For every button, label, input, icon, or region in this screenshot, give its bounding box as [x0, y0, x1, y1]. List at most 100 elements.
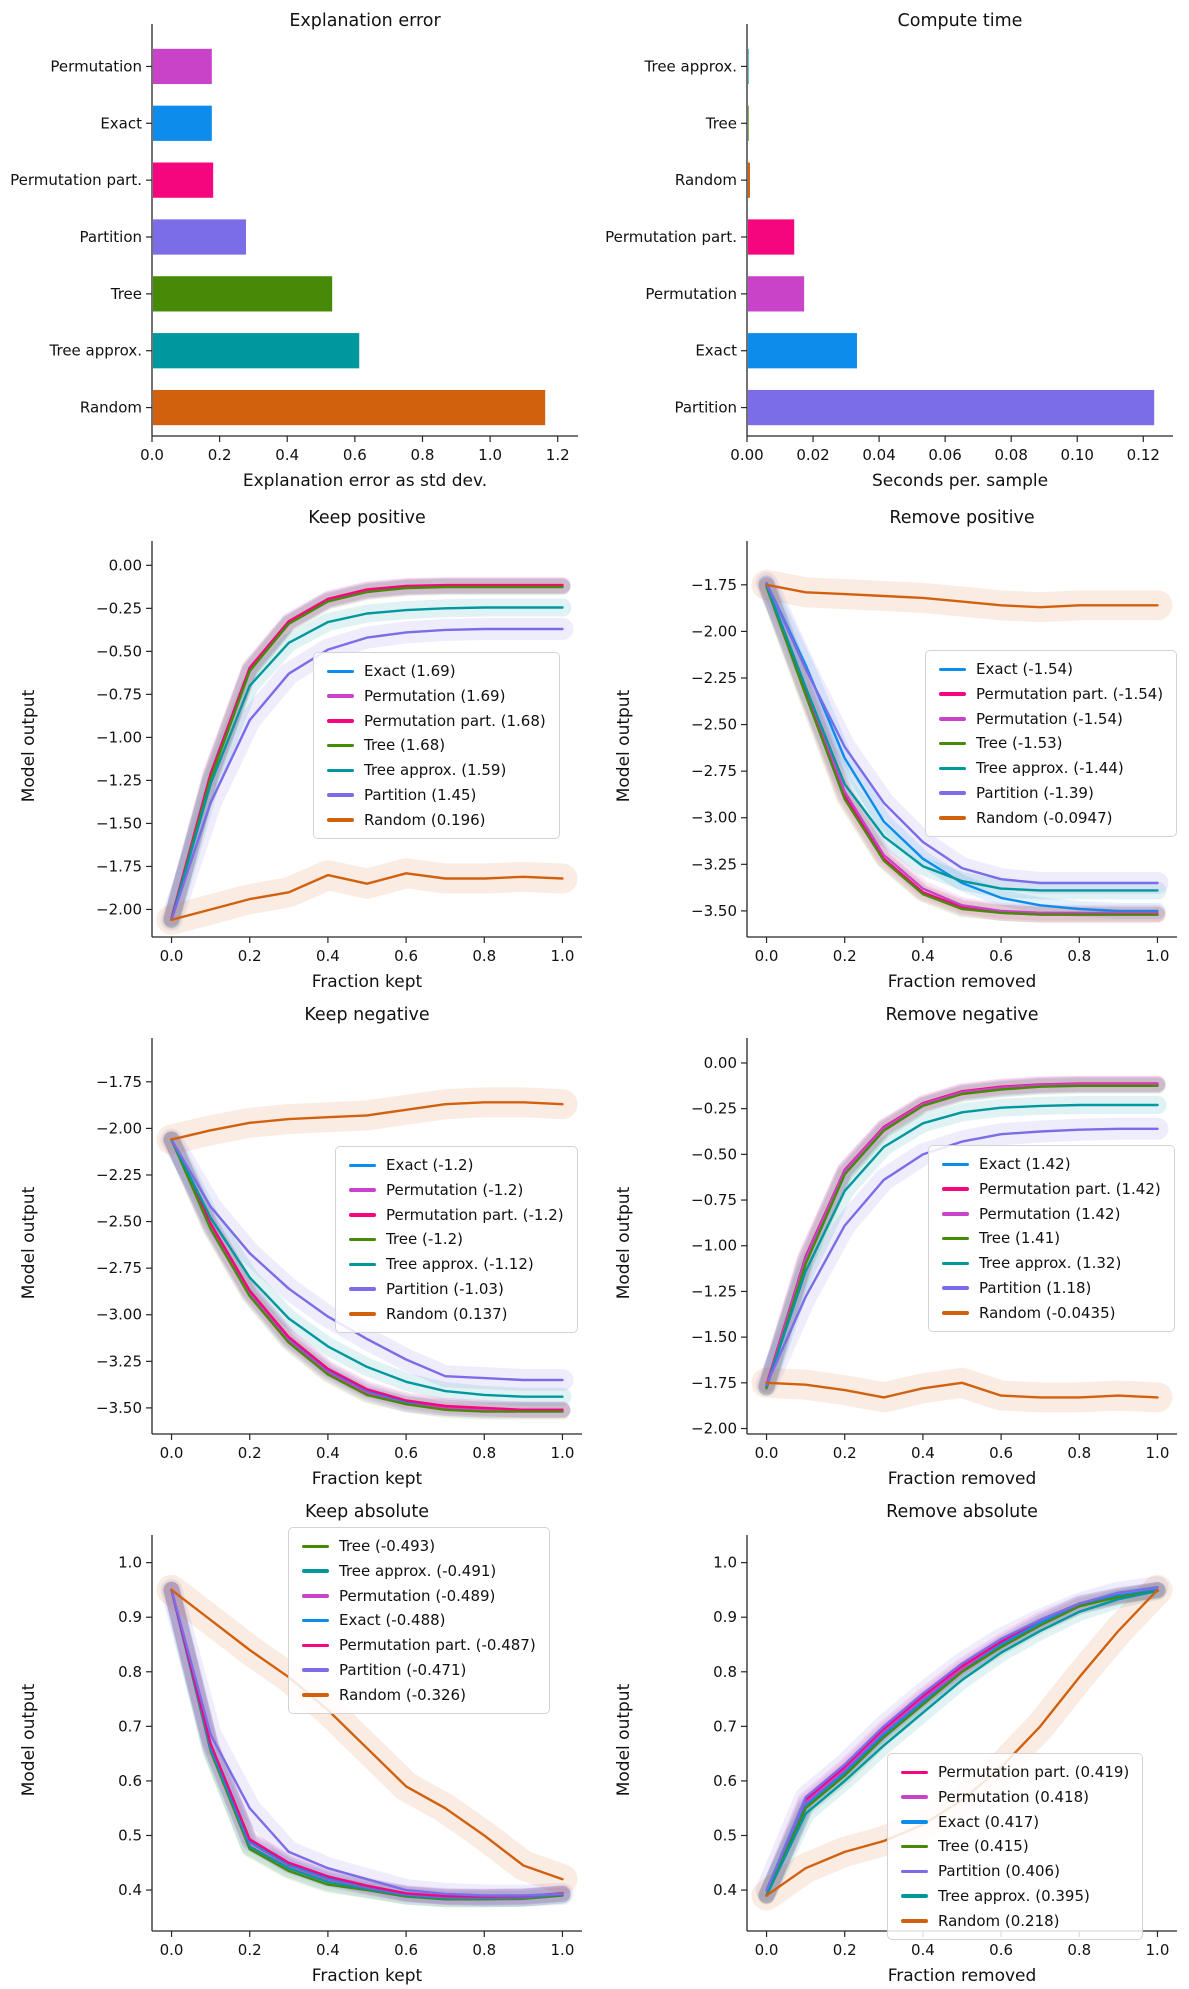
legend-entry: Permutation (0.418) [901, 1788, 1129, 1807]
legend-line-icon [942, 1286, 969, 1290]
x-tick-label: 0.6 [989, 1444, 1013, 1462]
x-axis-label: Seconds per. sample [872, 471, 1048, 491]
legend-label: Permutation part. (-1.2) [386, 1205, 564, 1224]
plot-area [751, 569, 1173, 923]
legend-entry: Exact (1.42) [942, 1155, 1161, 1174]
legend-remove-positive: Exact (-1.54) Permutation part. (-1.54) Pe… [925, 650, 1178, 838]
chart-svg-remove-negative: Remove negative 0.00 −0.25 −0.50 −0.75 −1.00 −… [614, 1005, 1177, 1489]
legend-label: Partition (0.406) [938, 1862, 1060, 1880]
legend-entry: Random (0.137) [349, 1305, 564, 1324]
legend-line-icon [349, 1262, 376, 1267]
legend-line-icon [939, 766, 966, 771]
y-axis-label: Model output [614, 1683, 634, 1796]
y-tick-label: −2.75 [96, 1259, 142, 1277]
x-tick-label: 0.8 [1067, 1444, 1091, 1462]
category-label: Partition [79, 228, 142, 246]
legend-line-icon [327, 669, 354, 674]
series-line-tree-approx- [765, 583, 1159, 892]
bar-tree [153, 276, 333, 312]
chart-title: Remove positive [889, 508, 1034, 528]
legend-label: Random (0.137) [386, 1304, 508, 1323]
legend-entry: Tree (1.68) [327, 736, 546, 755]
legend-entry: Permutation part. (-1.54) [939, 685, 1163, 704]
x-tick-label: 0.2 [238, 947, 262, 965]
series-band-random [751, 1367, 1173, 1413]
y-axis-label: Model output [614, 1186, 634, 1299]
y-tick-label: −3.25 [96, 1352, 142, 1370]
legend-label: Exact (-0.488) [339, 1611, 446, 1630]
legend-label: Tree (0.415) [938, 1837, 1029, 1856]
legend-line-icon [327, 694, 354, 698]
legend-entry: Exact (1.69) [327, 662, 546, 681]
series-line-tree [765, 585, 1159, 916]
y-tick-label: −2.50 [96, 1213, 142, 1231]
plot-area [156, 577, 578, 935]
legend-entry: Exact (-1.2) [349, 1156, 564, 1175]
legend-line-icon [901, 1919, 928, 1923]
chart-title: Compute time [898, 11, 1023, 31]
legend-label: Partition (-1.03) [386, 1279, 504, 1298]
chart-remove-absolute: Remove absolute 1.0 0.9 0.8 0.7 0.6 0.5 0.4 Mode… [595, 1491, 1189, 1988]
legend-label: Tree approx. (0.395) [938, 1886, 1090, 1905]
category-label: Exact [695, 342, 737, 360]
y-tick-label: 1.0 [713, 1554, 737, 1572]
x-tick-label: 0.0 [160, 1941, 184, 1959]
legend-label: Permutation (-0.489) [339, 1586, 496, 1605]
series-line-permutation-part- [170, 583, 564, 920]
legend-line-icon [327, 719, 354, 723]
legend-label: Tree approx. (1.32) [979, 1254, 1122, 1272]
y-tick-label: −3.50 [691, 902, 737, 920]
legend-entry: Permutation (-1.54) [939, 710, 1163, 729]
series-line-partition [170, 1138, 564, 1382]
legend-line-icon [302, 1643, 329, 1648]
y-tick-label: −2.00 [96, 900, 142, 918]
y-tick-label: 0.4 [713, 1881, 737, 1899]
x-axis-label: Explanation error as std dev. [243, 471, 487, 491]
legend-label: Tree approx. (-1.44) [976, 759, 1124, 777]
chart-remove-negative: Remove negative 0.00 −0.25 −0.50 −0.75 −1.00 −… [595, 994, 1189, 1491]
legend-entry: Random (-0.326) [302, 1686, 536, 1705]
y-tick-label: −0.25 [691, 1100, 737, 1118]
x-tick-label: 0.4 [911, 1941, 935, 1959]
x-tick-label: 0.6 [394, 1444, 418, 1462]
legend-line-icon [942, 1162, 969, 1167]
x-tick-label: 0.00 [730, 446, 763, 464]
x-tick-label: 0.0 [160, 1444, 184, 1462]
x-tick-label: 1.0 [478, 446, 502, 464]
legend-entry: Permutation (-1.2) [349, 1181, 564, 1200]
legend-keep-positive: Exact (1.69) Permutation (1.69) Permutatio… [313, 652, 560, 840]
plot-area [156, 1087, 578, 1420]
legend-line-icon [327, 743, 354, 748]
category-label: Tree [705, 114, 737, 132]
series-band-random [751, 569, 1173, 623]
bar-tree-approx- [748, 48, 749, 85]
legend-label: Tree (-0.493) [339, 1537, 436, 1555]
bar-exact [153, 105, 212, 141]
chart-title: Remove negative [885, 1005, 1038, 1025]
y-tick-label: −1.75 [691, 1374, 737, 1392]
legend-entry: Tree (-1.53) [939, 734, 1163, 753]
legend-line-icon [942, 1212, 969, 1216]
chart-keep-positive: Keep positive 0.00 −0.25 −0.50 −0.75 −1.00 −1.… [0, 497, 595, 994]
x-tick-label: 0.4 [316, 1941, 340, 1959]
y-tick-label: −1.00 [691, 1237, 737, 1255]
y-tick-label: 0.5 [713, 1827, 737, 1845]
series-line-partition [765, 1127, 1159, 1386]
legend-entry: Tree approx. (0.395) [901, 1887, 1129, 1906]
x-tick-label: 0.8 [472, 1941, 496, 1959]
series-band-random [156, 1087, 578, 1155]
series-line-permutation-part- [170, 1138, 564, 1411]
legend-line-icon [901, 1770, 928, 1775]
y-tick-label: −2.00 [691, 622, 737, 640]
legend-line-icon [349, 1312, 376, 1316]
x-axis-label: Fraction removed [888, 972, 1037, 992]
y-tick-label: −3.00 [691, 809, 737, 827]
legend-entry: Partition (-1.39) [939, 784, 1163, 803]
legend-label: Tree (1.68) [364, 736, 446, 755]
x-tick-label: 0.2 [833, 947, 857, 965]
category-label: Exact [100, 114, 142, 132]
chart-title: Explanation error [289, 11, 441, 31]
x-tick-label: 0.04 [862, 446, 895, 464]
legend-line-icon [349, 1287, 376, 1291]
legend-entry: Tree approx. (-1.44) [939, 759, 1163, 778]
